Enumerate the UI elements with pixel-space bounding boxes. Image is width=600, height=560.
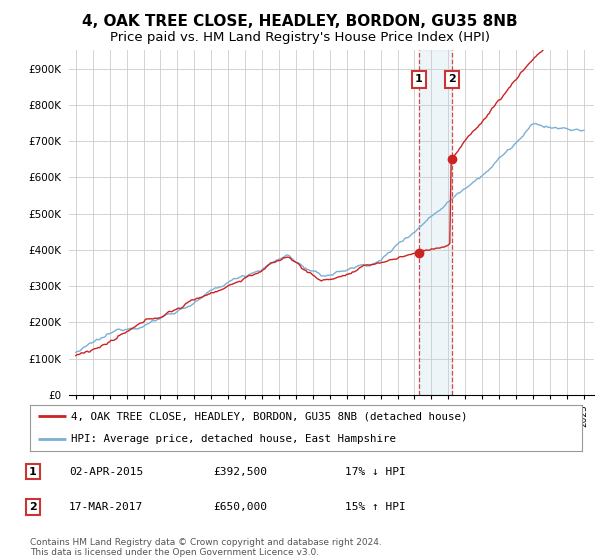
Text: Price paid vs. HM Land Registry's House Price Index (HPI): Price paid vs. HM Land Registry's House … [110, 31, 490, 44]
Text: HPI: Average price, detached house, East Hampshire: HPI: Average price, detached house, East… [71, 435, 397, 444]
Text: 2: 2 [29, 502, 37, 512]
Text: 1: 1 [29, 466, 37, 477]
Text: 15% ↑ HPI: 15% ↑ HPI [345, 502, 406, 512]
Text: 2: 2 [448, 74, 455, 85]
Bar [419, 50, 452, 395]
Text: 02-APR-2015: 02-APR-2015 [69, 466, 143, 477]
Text: Contains HM Land Registry data © Crown copyright and database right 2024.
This d: Contains HM Land Registry data © Crown c… [30, 538, 382, 557]
Text: £650,000: £650,000 [213, 502, 267, 512]
Text: 1: 1 [415, 74, 422, 85]
Text: 4, OAK TREE CLOSE, HEADLEY, BORDON, GU35 8NB (detached house): 4, OAK TREE CLOSE, HEADLEY, BORDON, GU35… [71, 412, 468, 421]
Text: 17-MAR-2017: 17-MAR-2017 [69, 502, 143, 512]
Text: 4, OAK TREE CLOSE, HEADLEY, BORDON, GU35 8NB: 4, OAK TREE CLOSE, HEADLEY, BORDON, GU35… [82, 14, 518, 29]
Text: 17% ↓ HPI: 17% ↓ HPI [345, 466, 406, 477]
Text: £392,500: £392,500 [213, 466, 267, 477]
